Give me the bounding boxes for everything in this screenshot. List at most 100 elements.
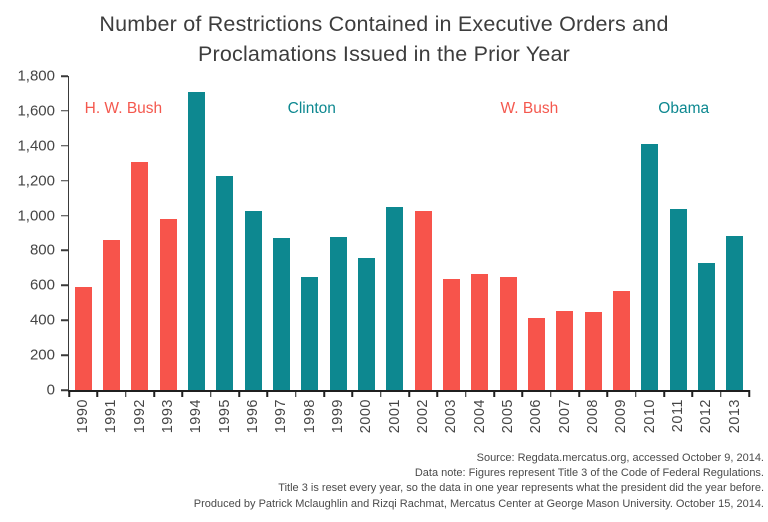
plot-area: 1990 1991 1992 1993 1994 1995 1996 1997 1998 1999… — [60, 75, 750, 433]
x-tick-label-cell: 1990 — [69, 399, 97, 433]
x-tick — [436, 390, 439, 397]
y-tick-label: 1,400 — [17, 137, 55, 155]
x-tick-label-cell: 2011 — [664, 399, 692, 432]
chart-title-line2: Proclamations Issued in the Prior Year — [197, 42, 571, 66]
x-tick-label: 2005 — [499, 399, 516, 434]
x-tick-label: 2004 — [471, 399, 488, 434]
x-tick-label: 2007 — [556, 399, 573, 434]
title3-note-line: Title 3 is reset every year, so the data… — [278, 482, 764, 495]
x-tick-label: 2001 — [386, 399, 403, 434]
x-tick-label-cell: 1998 — [296, 399, 324, 433]
x-tick-label-cell: 2005 — [494, 399, 522, 433]
bar-2006 — [528, 317, 545, 390]
x-tick — [379, 390, 382, 397]
x-tick-label: 2006 — [528, 399, 545, 434]
y-tick-label: 600 — [29, 276, 55, 294]
bar-1997 — [273, 238, 290, 390]
x-tick — [266, 390, 269, 397]
bar-1998 — [301, 277, 319, 390]
x-tick-label-cell: 1993 — [154, 399, 182, 433]
x-tick-label-cell: 1992 — [126, 399, 154, 433]
x-tick-label: 2008 — [584, 399, 601, 434]
x-tick — [578, 390, 580, 397]
x-tick-label-cell: 1996 — [239, 399, 267, 433]
x-tick-label: 2012 — [698, 399, 715, 434]
x-tick-label: 1993 — [159, 399, 176, 434]
x-tick — [606, 390, 609, 397]
x-tick — [323, 390, 325, 397]
x-tick-label: 2013 — [726, 399, 743, 434]
bar-1993 — [159, 219, 177, 390]
x-tick — [294, 390, 297, 397]
bar-2002 — [414, 211, 432, 390]
y-tick — [60, 110, 68, 112]
x-tick-label: 2003 — [443, 399, 460, 434]
source-line: Source: Regdata.mercatus.org, accessed O… — [476, 452, 764, 464]
x-tick — [663, 390, 665, 397]
x-tick-label-cell: 2004 — [466, 399, 494, 433]
bar-1999 — [329, 236, 347, 390]
x-tick — [521, 390, 524, 397]
x-tick-label-cell: 2002 — [409, 399, 437, 433]
x-tick — [493, 390, 495, 397]
president-label-h-w-bush: H. W. Bush — [84, 100, 163, 117]
y-tick-label: 1,800 — [17, 67, 55, 85]
x-tick-label: 1998 — [301, 399, 318, 434]
y-tick — [60, 389, 68, 391]
x-tick — [238, 390, 240, 397]
x-tick-label: 1995 — [216, 399, 233, 434]
x-tick — [124, 390, 127, 397]
y-tick-label: 1,000 — [17, 207, 55, 225]
x-tick-label: 1990 — [74, 399, 91, 434]
x-tick-label: 1994 — [188, 399, 205, 434]
bar-2001 — [386, 206, 404, 390]
president-label-obama: Obama — [658, 100, 710, 117]
source-notes: Source: Regdata.mercatus.org, accessed O… — [194, 451, 764, 512]
y-tick — [60, 249, 68, 252]
x-tick — [691, 390, 694, 397]
y-tick-label: 400 — [29, 311, 55, 329]
x-tick — [68, 390, 70, 397]
x-tick-label-cell: 2008 — [579, 399, 607, 433]
bar-2009 — [613, 290, 630, 390]
chart-title: Number of Restrictions Contained in Exec… — [0, 9, 768, 69]
y-tick — [60, 145, 68, 147]
bar-1990 — [74, 287, 92, 390]
x-tick — [351, 390, 354, 397]
x-tick — [209, 390, 212, 397]
bar-1996 — [244, 211, 262, 390]
x-tick — [464, 390, 467, 397]
x-tick — [719, 390, 722, 397]
bar-2010 — [641, 144, 659, 390]
x-tick-label-cell: 1994 — [182, 399, 210, 433]
x-tick — [96, 390, 99, 397]
y-tick — [60, 214, 68, 217]
bar-2005 — [499, 276, 517, 390]
x-tick-label: 2000 — [358, 399, 375, 434]
x-tick-label: 1991 — [103, 399, 120, 434]
x-tick-label-cell: 1991 — [97, 399, 125, 433]
x-tick-label: 1997 — [273, 399, 290, 434]
y-tick-label: 800 — [29, 241, 55, 259]
bar-1991 — [103, 239, 120, 390]
x-tick-label-cell: 2001 — [381, 399, 409, 433]
bar-2007 — [556, 310, 574, 390]
x-tick — [153, 390, 155, 397]
x-tick-label-cell: 2010 — [636, 399, 664, 433]
x-tick-label-cell: 1999 — [324, 399, 352, 433]
y-tick-label: 200 — [29, 346, 55, 364]
bar-2012 — [698, 262, 715, 390]
x-tick-label: 1996 — [244, 399, 261, 434]
x-tick-label: 2002 — [414, 399, 431, 434]
y-tick — [60, 354, 68, 356]
x-tick — [549, 390, 552, 397]
bar-2000 — [358, 258, 375, 390]
bar-2011 — [669, 209, 687, 390]
x-tick-label: 1992 — [131, 399, 148, 434]
y-tick-label: 1,200 — [17, 172, 55, 190]
produced-by-line: Produced by Patrick Mclaughlin and Rizqi… — [193, 497, 764, 510]
y-tick — [60, 284, 68, 287]
x-tick-label: 1999 — [329, 399, 346, 434]
chart-title-line1: Number of Restrictions Contained in Exec… — [99, 12, 669, 36]
